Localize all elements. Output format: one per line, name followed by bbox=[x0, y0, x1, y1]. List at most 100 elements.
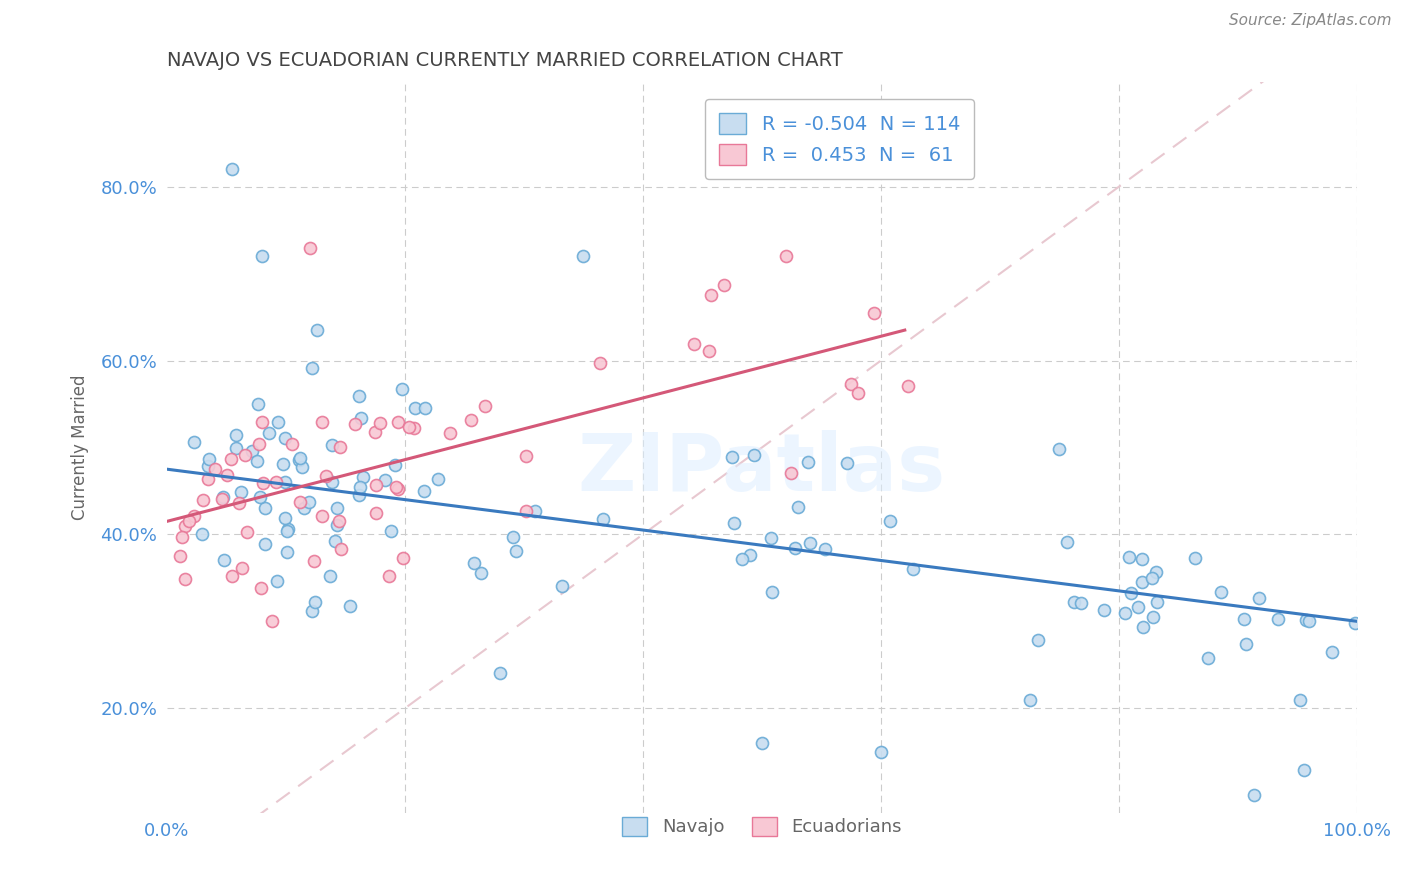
Point bbox=[301, 604, 323, 618]
Point bbox=[214, 553, 236, 567]
Point bbox=[387, 482, 409, 496]
Point bbox=[225, 427, 247, 442]
Point bbox=[785, 541, 807, 556]
Point bbox=[183, 435, 205, 450]
Point bbox=[515, 449, 537, 463]
Point bbox=[592, 512, 614, 526]
Point bbox=[398, 420, 420, 434]
Point bbox=[328, 515, 350, 529]
Point bbox=[697, 343, 720, 358]
Point bbox=[572, 249, 595, 263]
Point bbox=[713, 278, 735, 293]
Point bbox=[862, 306, 884, 320]
Point bbox=[1130, 551, 1153, 566]
Point bbox=[221, 162, 243, 177]
Point bbox=[1114, 607, 1136, 621]
Point bbox=[731, 552, 754, 566]
Point bbox=[1234, 636, 1257, 650]
Point bbox=[1142, 610, 1164, 624]
Point bbox=[796, 455, 818, 469]
Point bbox=[683, 336, 706, 351]
Point bbox=[259, 425, 281, 440]
Point bbox=[404, 401, 426, 416]
Point bbox=[198, 452, 221, 467]
Point bbox=[276, 544, 298, 558]
Point bbox=[1197, 651, 1219, 665]
Point bbox=[253, 500, 276, 515]
Point bbox=[589, 356, 612, 370]
Point bbox=[1070, 596, 1092, 610]
Point bbox=[426, 472, 449, 486]
Point bbox=[1211, 585, 1233, 599]
Point bbox=[347, 488, 370, 502]
Point bbox=[846, 386, 869, 401]
Point bbox=[247, 397, 270, 411]
Point bbox=[1146, 565, 1168, 579]
Point bbox=[879, 514, 901, 528]
Point bbox=[326, 500, 349, 515]
Point bbox=[378, 568, 401, 582]
Point bbox=[231, 484, 253, 499]
Point bbox=[276, 524, 298, 538]
Point bbox=[183, 509, 205, 524]
Point bbox=[839, 376, 862, 391]
Point bbox=[1092, 603, 1115, 617]
Point bbox=[325, 518, 347, 533]
Point bbox=[368, 416, 391, 430]
Point bbox=[311, 415, 333, 429]
Point bbox=[315, 468, 337, 483]
Point bbox=[349, 479, 371, 493]
Point bbox=[814, 541, 837, 556]
Point bbox=[298, 495, 321, 509]
Point bbox=[173, 519, 195, 533]
Point bbox=[391, 382, 413, 396]
Point bbox=[197, 459, 219, 474]
Point bbox=[273, 475, 295, 490]
Point bbox=[1243, 788, 1265, 802]
Point bbox=[903, 562, 925, 576]
Point bbox=[470, 566, 492, 581]
Text: Source: ZipAtlas.com: Source: ZipAtlas.com bbox=[1229, 13, 1392, 29]
Point bbox=[515, 504, 537, 518]
Point bbox=[1118, 549, 1140, 564]
Point bbox=[252, 475, 274, 490]
Point bbox=[233, 448, 256, 462]
Point bbox=[751, 736, 773, 750]
Text: NAVAJO VS ECUADORIAN CURRENTLY MARRIED CORRELATION CHART: NAVAJO VS ECUADORIAN CURRENTLY MARRIED C… bbox=[167, 51, 842, 70]
Point bbox=[870, 745, 893, 759]
Point bbox=[413, 484, 436, 499]
Point bbox=[460, 413, 482, 427]
Point bbox=[211, 490, 233, 504]
Point bbox=[225, 441, 247, 455]
Point bbox=[489, 666, 512, 681]
Text: ZIPatlas: ZIPatlas bbox=[578, 430, 946, 508]
Point bbox=[384, 458, 406, 472]
Point bbox=[1146, 595, 1168, 609]
Point bbox=[323, 533, 346, 548]
Point bbox=[343, 417, 366, 432]
Point bbox=[197, 472, 219, 486]
Point bbox=[835, 456, 858, 470]
Point bbox=[366, 506, 388, 520]
Point bbox=[1132, 574, 1154, 589]
Point bbox=[179, 514, 201, 528]
Point bbox=[1056, 535, 1078, 549]
Point bbox=[502, 530, 524, 544]
Point bbox=[247, 437, 270, 451]
Point bbox=[761, 584, 783, 599]
Point bbox=[172, 530, 194, 544]
Point bbox=[253, 537, 276, 551]
Point bbox=[302, 554, 325, 568]
Point bbox=[380, 524, 402, 539]
Point bbox=[384, 480, 406, 494]
Point bbox=[524, 504, 547, 518]
Point bbox=[1140, 571, 1163, 585]
Point bbox=[264, 475, 287, 489]
Point bbox=[292, 501, 315, 516]
Point bbox=[413, 401, 436, 416]
Point bbox=[787, 500, 810, 514]
Point bbox=[191, 492, 214, 507]
Point bbox=[191, 527, 214, 541]
Point bbox=[236, 524, 259, 539]
Point bbox=[288, 451, 311, 466]
